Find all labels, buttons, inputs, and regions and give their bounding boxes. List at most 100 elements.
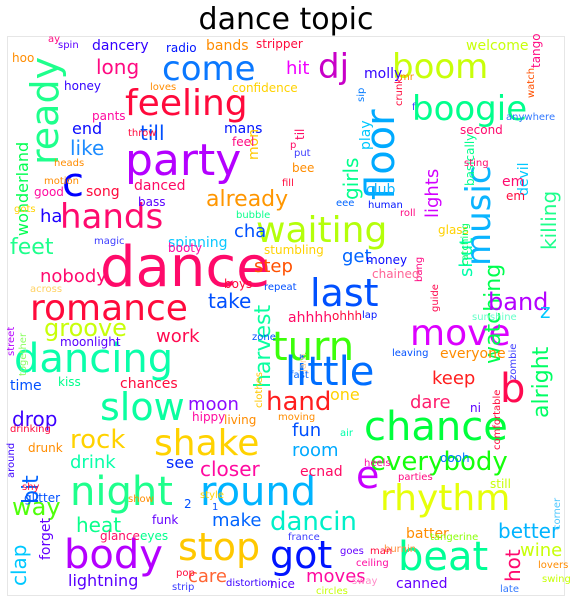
cloud-word-ay: ay: [48, 34, 60, 45]
cloud-word-spin: spin: [58, 40, 79, 51]
cloud-word-time: time: [10, 378, 42, 394]
cloud-word-lights: lights: [422, 169, 443, 218]
cloud-word-see: see: [166, 453, 194, 472]
cloud-word-man: man: [370, 546, 392, 557]
cloud-word-turn: turn: [272, 324, 354, 370]
cloud-word-around: around: [6, 443, 17, 478]
cloud-word-dancery: dancery: [92, 38, 149, 54]
cloud-word-basically: basically: [463, 134, 477, 186]
cloud-word-moonlight: moonlight: [60, 335, 121, 349]
cloud-word-street: street: [6, 327, 17, 356]
cloud-word-fast: fast: [290, 370, 309, 381]
cloud-word-take: take: [208, 289, 251, 313]
cloud-word-night: night: [70, 469, 173, 515]
cloud-word-music: music: [459, 165, 499, 266]
cloud-word-spinning: spinning: [168, 235, 227, 251]
cloud-word-eyes: eyes: [140, 529, 168, 543]
cloud-word-heels: heels: [364, 458, 391, 469]
cloud-word-nice: nice: [270, 577, 295, 591]
cloud-word-closer: closer: [200, 457, 261, 481]
cloud-word-put: put: [294, 148, 311, 159]
cloud-word-funk: funk: [152, 513, 178, 527]
cloud-word-hoo: hoo: [12, 51, 34, 65]
cloud-word-burnin: burnin: [384, 544, 416, 555]
cloud-word-hand: hand: [266, 387, 331, 417]
cloud-word-loves: loves: [150, 82, 176, 93]
cloud-word-dancin: dancin: [270, 507, 357, 537]
cloud-word-radio: radio: [166, 41, 197, 55]
cloud-word-show: show: [128, 494, 154, 505]
cloud-word-swing: swing: [542, 574, 571, 585]
cloud-word-feel: feel: [232, 135, 254, 149]
cloud-word-ready: ready: [23, 57, 67, 165]
cloud-word-lap: lap: [362, 310, 377, 321]
cloud-word-song: song: [86, 184, 120, 200]
cloud-word-slow: slow: [100, 385, 185, 429]
cloud-word-wine: wine: [520, 540, 562, 561]
cloud-word-forget: forget: [38, 517, 54, 560]
cloud-word-throw: throw: [128, 128, 156, 139]
cloud-word-got: got: [270, 533, 332, 577]
cloud-word-devil: devil: [516, 162, 532, 196]
cloud-word-catching: catching: [460, 223, 471, 266]
cloud-word-shut: shut: [456, 238, 477, 277]
cloud-word-canned: canned: [396, 576, 448, 592]
cloud-word-floor: floor: [358, 109, 404, 200]
cloud-word-1: 1: [212, 502, 218, 513]
cloud-word-tangerine: tangerine: [430, 532, 478, 543]
cloud-word-boogie: boogie: [412, 89, 527, 129]
cloud-word-make: make: [212, 510, 261, 531]
cloud-word-clap: clap: [7, 544, 31, 586]
cloud-word-human: human: [368, 200, 403, 211]
cloud-word-girls: girls: [339, 158, 363, 200]
cloud-word-molly: molly: [364, 66, 402, 82]
cloud-word-danced: danced: [134, 178, 186, 194]
cloud-word-feeling: feeling: [125, 83, 248, 124]
cloud-word-moon: moon: [188, 394, 239, 415]
cloud-word-heat: heat: [76, 513, 121, 537]
cloud-word-everybody: everybody: [370, 447, 508, 477]
cloud-word-tango: tango: [529, 33, 543, 68]
cloud-word-til: til: [293, 129, 307, 140]
cloud-word-honey: honey: [64, 79, 101, 93]
cloud-word-parties: parties: [398, 472, 433, 483]
cloud-word-drunk: drunk: [28, 441, 63, 455]
cloud-word-pop: pop: [176, 568, 195, 579]
cloud-word-dare: dare: [410, 392, 451, 413]
cloud-word-work: work: [156, 326, 200, 347]
cloud-word-kiss: kiss: [58, 375, 81, 389]
cloud-word-ceiling: ceiling: [356, 558, 389, 569]
cloud-word-last: last: [310, 271, 379, 315]
cloud-word-ahhhh: ahhhh: [288, 310, 332, 326]
cloud-word-motion: motion: [44, 176, 79, 187]
cloud-word-welcome: welcome: [466, 38, 528, 54]
cloud-word-drinking: drinking: [10, 424, 51, 435]
cloud-word-wonderland: wonderland: [13, 142, 32, 236]
cloud-word-jam: jam: [298, 353, 309, 373]
cloud-word-stripper: stripper: [256, 37, 303, 51]
cloud-word-dancing: dancing: [14, 336, 173, 382]
cloud-word-care: care: [188, 566, 227, 587]
cloud-word-zombie: zombie: [508, 344, 519, 380]
cloud-word-still: still: [490, 477, 511, 491]
cloud-word-fill: fill: [282, 178, 294, 189]
cloud-word-till: till: [140, 121, 165, 145]
cloud-word-across: across: [30, 284, 62, 295]
cloud-word-way: way: [12, 493, 61, 521]
cloud-word-step: step: [254, 256, 293, 277]
cloud-word-e: e: [356, 453, 379, 497]
cloud-word-mr: mr: [400, 72, 415, 83]
cloud-word-moving: moving: [278, 412, 315, 423]
cloud-word-chances: chances: [120, 376, 178, 392]
cloud-word-hands: hands: [60, 197, 163, 237]
cloud-word-bands: bands: [206, 38, 249, 54]
cloud-word-move: move: [410, 313, 511, 354]
cloud-word-z: z: [540, 299, 551, 323]
cloud-word-oooh: oooh: [440, 451, 470, 465]
cloud-word-pants: pants: [92, 109, 126, 123]
cloud-word-boys: boys: [224, 277, 252, 291]
cloud-word-bubble: bubble: [236, 210, 270, 221]
cloud-word-clothes: clothes: [254, 372, 265, 408]
cloud-word-gots: gots: [14, 204, 36, 215]
